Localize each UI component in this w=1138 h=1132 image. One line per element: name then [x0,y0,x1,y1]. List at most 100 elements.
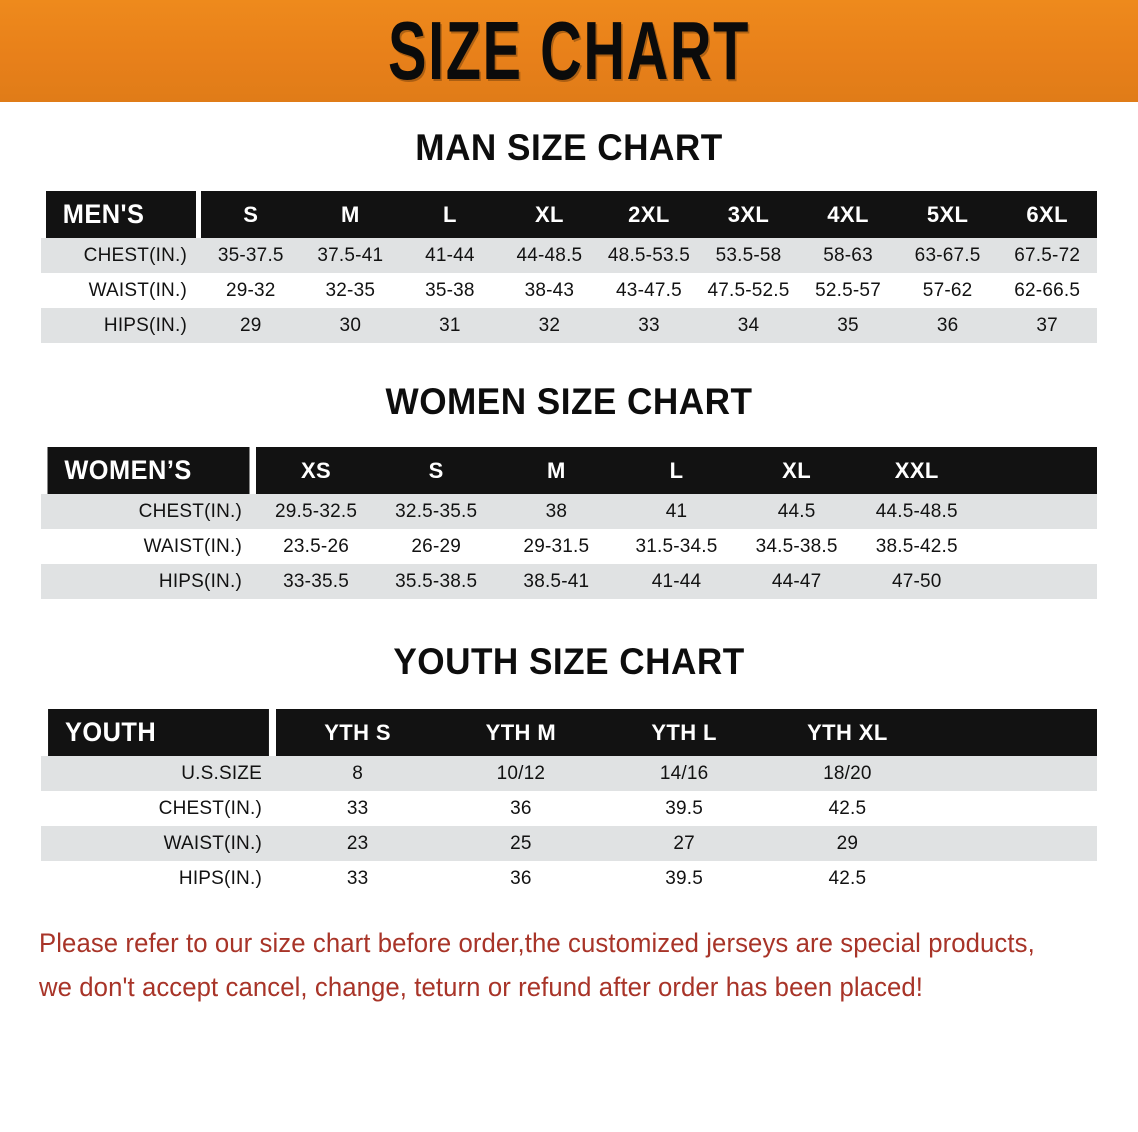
man-measurement-cell: 48.5-53.5 [599,238,699,273]
women-measurement-cell: 38.5-41 [496,564,617,599]
man-size-column-header: 2XL [599,191,699,238]
women-measurement-cell: 29.5-32.5 [256,494,377,529]
youth-measurement-cell: 18/20 [765,756,929,791]
youth-table-header-row: YOUTH YTH S YTH M YTH L YTH XL [41,709,1097,756]
man-size-column-header: 3XL [698,191,799,238]
youth-size-column-header: YTH M [439,709,603,756]
youth-measurement-cell: 42.5 [765,861,929,896]
man-row-label: HIPS(IN.) [41,308,201,343]
youth-row-label: CHEST(IN.) [41,791,276,826]
women-measurement-cell: 31.5-34.5 [616,529,737,564]
women-measurement-cell: 41-44 [616,564,737,599]
man-measurement-cell: 41-44 [400,238,500,273]
man-size-column-header: M [300,191,401,238]
man-corner-label: MEN'S [45,191,197,238]
man-size-column-header: 5XL [897,191,998,238]
women-table-row: HIPS(IN.) 33-35.5 35.5-38.5 38.5-41 41-44 44-… [41,564,1097,599]
man-measurement-cell: 35 [798,308,898,343]
man-size-column-header: 6XL [997,191,1097,238]
man-measurement-cell: 29-32 [201,273,301,308]
women-table-row: CHEST(IN.) 29.5-32.5 32.5-35.5 38 41 44.5 44.5… [41,494,1097,529]
man-measurement-cell: 63-67.5 [897,238,998,273]
youth-table-row: WAIST(IN.) 23 25 27 29 [41,826,1097,861]
man-measurement-cell: 44-48.5 [499,238,600,273]
man-table-row: HIPS(IN.) 29 30 31 32 33 34 35 36 37 [41,308,1097,343]
note-line-2: we don't accept cancel, change, teturn o… [39,971,924,1002]
women-measurement-cell: 35.5-38.5 [376,564,497,599]
youth-measurement-cell: 36 [439,861,603,896]
man-table-row: WAIST(IN.) 29-32 32-35 35-38 38-43 43-47.5 47.… [41,273,1097,308]
women-measurement-cell: 44-47 [736,564,857,599]
man-measurement-cell: 47.5-52.5 [698,273,799,308]
man-measurement-cell: 35-38 [400,273,500,308]
man-size-column-header: XL [499,191,600,238]
women-section-title: WOMEN SIZE CHART [385,381,753,422]
women-measurement-cell: 44.5 [736,494,857,529]
man-measurement-cell: 52.5-57 [798,273,898,308]
youth-section-title: YOUTH SIZE CHART [393,641,745,682]
youth-header-spacer [929,709,1097,756]
man-size-column-header: L [400,191,500,238]
youth-measurement-cell: 33 [276,861,440,896]
youth-measurement-cell: 42.5 [765,791,929,826]
youth-measurement-cell: 25 [439,826,603,861]
man-table-row: CHEST(IN.) 35-37.5 37.5-41 41-44 44-48.5 48.5… [41,238,1097,273]
youth-measurement-cell: 36 [439,791,603,826]
man-measurement-cell: 37.5-41 [300,238,401,273]
women-size-column-header: M [496,447,617,494]
women-cell-spacer [976,529,1097,564]
women-measurement-cell: 44.5-48.5 [856,494,977,529]
man-measurement-cell: 67.5-72 [997,238,1097,273]
youth-corner-label: YOUTH [48,709,269,756]
man-measurement-cell: 36 [897,308,998,343]
youth-size-column-header: YTH S [276,709,440,756]
man-measurement-cell: 37 [997,308,1097,343]
man-measurement-cell: 34 [698,308,799,343]
women-size-column-header: XL [736,447,857,494]
man-section-title: MAN SIZE CHART [415,127,723,168]
man-measurement-cell: 62-66.5 [997,273,1097,308]
women-size-column-header: S [376,447,497,494]
youth-measurement-cell: 39.5 [602,861,766,896]
youth-size-column-header: YTH XL [765,709,929,756]
man-measurement-cell: 29 [201,308,301,343]
man-measurement-cell: 53.5-58 [698,238,799,273]
man-size-chart-wrapper: MEN'S S M L XL 2XL 3XL 4XL 5XL 6XL CHEST(IN.) 35-… [41,191,1097,343]
women-size-column-header: XXL [856,447,977,494]
man-measurement-cell: 32-35 [300,273,401,308]
women-size-column-header: L [616,447,737,494]
youth-measurement-cell: 27 [602,826,766,861]
women-measurement-cell: 34.5-38.5 [736,529,857,564]
women-row-label: CHEST(IN.) [41,494,256,529]
youth-table-row: CHEST(IN.) 33 36 39.5 42.5 [41,791,1097,826]
women-cell-spacer [976,494,1097,529]
man-row-label: CHEST(IN.) [41,238,201,273]
youth-size-table: YOUTH YTH S YTH M YTH L YTH XL U.S.SIZE 8 10/… [41,709,1097,896]
women-cell-spacer [976,564,1097,599]
youth-table-row: U.S.SIZE 8 10/12 14/16 18/20 [41,756,1097,791]
youth-row-label: U.S.SIZE [41,756,276,791]
order-policy-note: Please refer to our size chart before or… [39,922,1067,1009]
youth-cell-spacer [929,756,1097,791]
women-table-row: WAIST(IN.) 23.5-26 26-29 29-31.5 31.5-34.5 34… [41,529,1097,564]
youth-table-row: HIPS(IN.) 33 36 39.5 42.5 [41,861,1097,896]
youth-cell-spacer [929,791,1097,826]
youth-measurement-cell: 10/12 [439,756,603,791]
women-header-spacer [976,447,1097,494]
women-table-header-row: WOMEN’S XS S M L XL XXL [41,447,1097,494]
youth-size-chart-wrapper: YOUTH YTH S YTH M YTH L YTH XL U.S.SIZE 8 10/… [41,709,1097,896]
youth-measurement-cell: 23 [276,826,440,861]
man-measurement-cell: 31 [400,308,500,343]
women-measurement-cell: 29-31.5 [496,529,617,564]
man-measurement-cell: 35-37.5 [201,238,301,273]
youth-measurement-cell: 39.5 [602,791,766,826]
man-measurement-cell: 32 [499,308,600,343]
man-measurement-cell: 57-62 [897,273,998,308]
women-corner-label: WOMEN’S [47,447,250,494]
banner-title: SIZE CHART [388,3,750,97]
women-measurement-cell: 38 [496,494,617,529]
women-measurement-cell: 47-50 [856,564,977,599]
youth-cell-spacer [929,826,1097,861]
women-measurement-cell: 33-35.5 [256,564,377,599]
youth-row-label: WAIST(IN.) [41,826,276,861]
